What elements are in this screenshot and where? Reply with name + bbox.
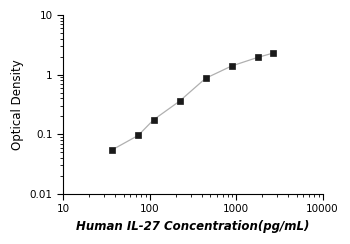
X-axis label: Human IL-27 Concentration(pg/mL): Human IL-27 Concentration(pg/mL) bbox=[76, 220, 309, 233]
Y-axis label: Optical Density: Optical Density bbox=[11, 59, 24, 150]
